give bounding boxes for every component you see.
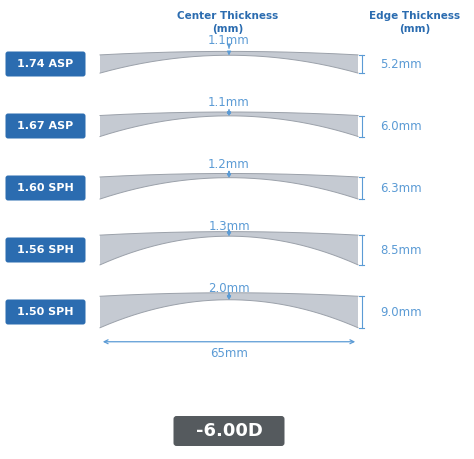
Text: 1.3mm: 1.3mm [208, 220, 250, 234]
Text: 8.5mm: 8.5mm [380, 244, 421, 257]
Text: 1.2mm: 1.2mm [208, 158, 250, 172]
Text: 9.0mm: 9.0mm [380, 306, 422, 319]
Polygon shape [100, 112, 358, 136]
Text: 1.74 ASP: 1.74 ASP [18, 59, 73, 69]
FancyBboxPatch shape [173, 416, 284, 446]
Text: 1.60 SPH: 1.60 SPH [17, 183, 74, 193]
Polygon shape [100, 51, 358, 73]
Text: Center Thickness
(mm): Center Thickness (mm) [177, 11, 279, 34]
FancyBboxPatch shape [6, 300, 85, 325]
Text: 2.0mm: 2.0mm [208, 282, 250, 296]
Text: 6.0mm: 6.0mm [380, 119, 422, 133]
Text: Edge Thickness
(mm): Edge Thickness (mm) [369, 11, 461, 34]
FancyBboxPatch shape [6, 113, 85, 139]
Polygon shape [100, 174, 358, 199]
Text: 1.56 SPH: 1.56 SPH [17, 245, 74, 255]
Text: -6.00D: -6.00D [196, 422, 263, 440]
Text: 1.1mm: 1.1mm [208, 96, 250, 110]
Text: 5.2mm: 5.2mm [380, 57, 422, 71]
Text: 1.50 SPH: 1.50 SPH [17, 307, 74, 317]
Text: 65mm: 65mm [210, 347, 248, 360]
Text: 1.67 ASP: 1.67 ASP [18, 121, 73, 131]
Polygon shape [100, 232, 358, 265]
FancyBboxPatch shape [6, 237, 85, 263]
Polygon shape [100, 293, 358, 328]
FancyBboxPatch shape [6, 175, 85, 201]
Text: 1.1mm: 1.1mm [208, 34, 250, 47]
Text: 6.3mm: 6.3mm [380, 181, 422, 195]
FancyBboxPatch shape [6, 51, 85, 77]
